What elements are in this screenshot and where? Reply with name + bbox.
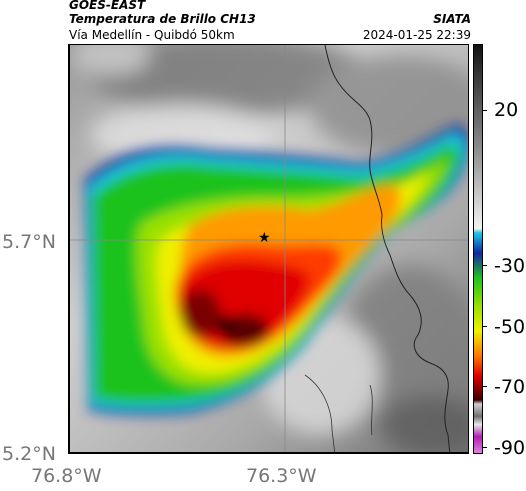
colorbar-label-20: 20 bbox=[494, 99, 519, 121]
colorbar-label-minus90: -90 bbox=[494, 437, 526, 459]
colorbar-tick-mark bbox=[483, 326, 487, 327]
lat-tick-5-7: 5.7°N bbox=[2, 231, 56, 253]
colorbar-label-minus70: -70 bbox=[494, 376, 526, 398]
location-marker[interactable]: ★ bbox=[258, 231, 271, 245]
star-icon: ★ bbox=[258, 230, 271, 246]
colorbar-label-minus50: -50 bbox=[494, 316, 526, 338]
colorbar-tick-mark bbox=[483, 110, 487, 111]
source-label: SIATA bbox=[433, 12, 471, 26]
datetime-label: 2024-01-25 22:39 bbox=[362, 28, 471, 42]
colorbar-label-minus30: -30 bbox=[494, 255, 526, 277]
brightness-temperature-image bbox=[70, 45, 468, 452]
colorbar-tick-mark bbox=[483, 386, 487, 387]
product-title: Temperatura de Brillo CH13 bbox=[69, 12, 256, 26]
colorbar-tick-mark bbox=[483, 447, 487, 448]
lon-tick-76-8: 76.8°W bbox=[31, 465, 102, 487]
satellite-name: GOES-EAST bbox=[69, 0, 146, 12]
region-label: Vía Medellín - Quibdó 50km bbox=[69, 28, 235, 42]
colorbar-tick-mark bbox=[483, 265, 487, 266]
satellite-map[interactable]: ★ bbox=[68, 44, 469, 454]
colorbar bbox=[473, 44, 483, 454]
lat-tick-5-2: 5.2°N bbox=[2, 443, 56, 465]
lon-tick-76-3: 76.3°W bbox=[246, 465, 317, 487]
